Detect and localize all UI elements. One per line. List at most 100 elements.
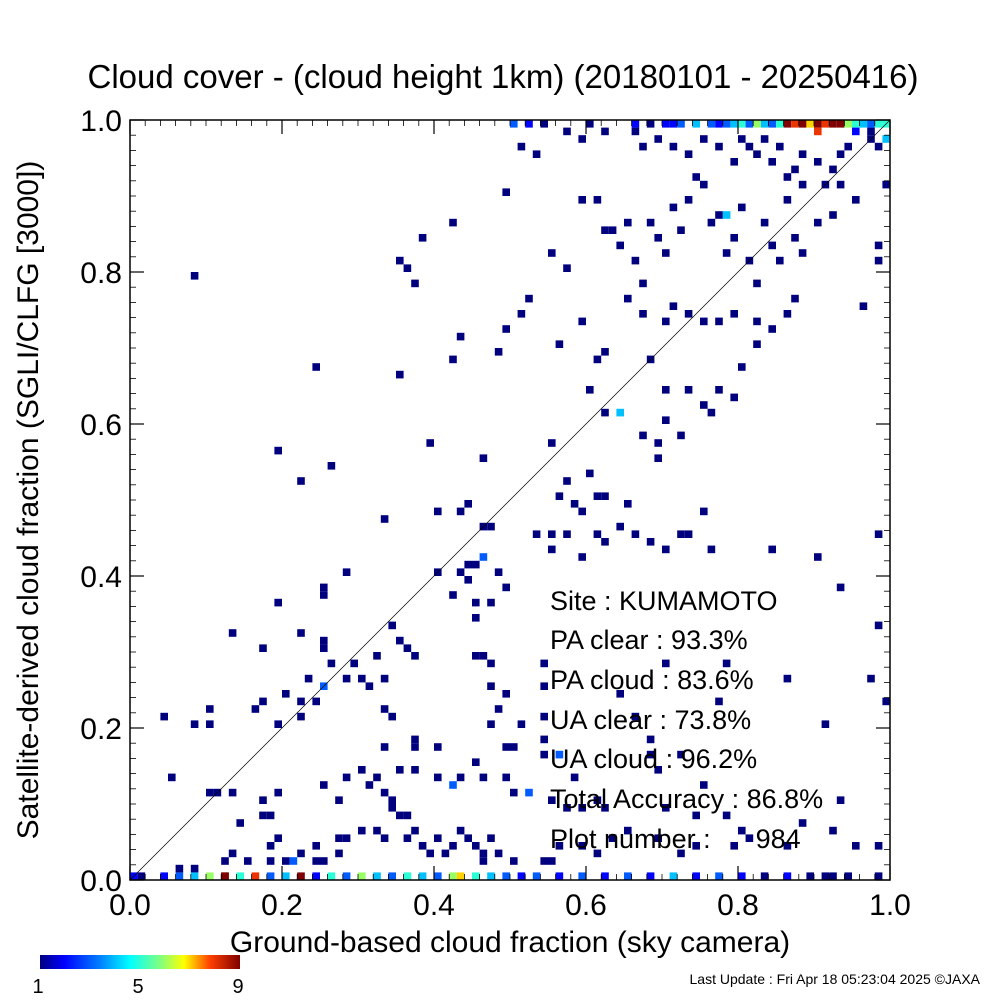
data-cell xyxy=(464,500,472,508)
data-cell xyxy=(327,659,336,668)
data-cell xyxy=(874,842,883,850)
data-cell xyxy=(487,522,495,531)
data-cell xyxy=(312,363,320,371)
data-cell xyxy=(449,872,457,880)
stats-box: Site : KUMAMOTO PA clear : 93.3% PA clou… xyxy=(550,586,823,854)
data-cell xyxy=(517,142,526,151)
data-cell xyxy=(464,576,472,584)
data-cell xyxy=(335,834,343,842)
data-cell xyxy=(586,386,594,394)
data-cell xyxy=(365,781,374,789)
data-cell xyxy=(297,849,305,858)
x-tick-label: 0.0 xyxy=(109,889,151,922)
data-cell xyxy=(578,507,586,516)
data-cell xyxy=(517,872,526,880)
data-cell xyxy=(555,750,564,759)
data-cell xyxy=(753,340,761,348)
data-cell xyxy=(426,439,434,447)
data-cell xyxy=(502,325,510,333)
data-cell xyxy=(798,120,807,128)
data-cell xyxy=(259,796,267,804)
data-cell xyxy=(403,811,412,820)
colorbar-max-label: 9 xyxy=(232,976,243,998)
data-cell xyxy=(206,872,214,880)
data-cell xyxy=(715,317,723,326)
stat-plot-number: Plot number : 984 xyxy=(550,824,801,854)
data-cell xyxy=(411,279,419,288)
data-cell xyxy=(753,120,761,128)
chart-title: Cloud cover - (cloud height 1km) (201801… xyxy=(88,58,919,95)
data-cell xyxy=(844,120,852,128)
data-cell xyxy=(342,568,351,576)
data-cell xyxy=(449,355,457,364)
data-cell xyxy=(798,180,807,189)
data-cell xyxy=(251,872,260,880)
data-cell xyxy=(380,515,389,523)
data-cell xyxy=(730,310,738,318)
data-cell xyxy=(646,538,655,546)
data-cell xyxy=(791,234,799,242)
data-cell xyxy=(829,826,837,835)
data-cell xyxy=(646,872,655,880)
data-cell xyxy=(722,211,731,219)
data-cell xyxy=(867,127,875,136)
data-cell xyxy=(297,697,305,706)
data-cell xyxy=(266,811,275,820)
data-cell xyxy=(494,568,503,576)
data-cell xyxy=(244,857,252,865)
data-cell xyxy=(738,363,746,371)
colorbar-min-label: 1 xyxy=(32,976,43,998)
data-cell xyxy=(472,842,480,850)
data-cell xyxy=(228,629,237,637)
data-cell xyxy=(206,788,214,797)
data-cell xyxy=(449,842,457,850)
data-cell xyxy=(266,842,275,850)
data-cell xyxy=(510,743,518,751)
colorbar-mid-label: 5 xyxy=(132,976,143,998)
data-cell xyxy=(662,317,670,326)
data-cell xyxy=(616,408,624,417)
data-cell xyxy=(760,872,769,880)
x-tick-label: 0.8 xyxy=(717,889,759,922)
data-cell xyxy=(677,849,685,858)
data-cell xyxy=(236,819,244,827)
data-cell xyxy=(662,659,670,668)
data-cell xyxy=(730,234,738,242)
data-cell xyxy=(836,180,845,189)
data-cell xyxy=(715,142,723,151)
data-cell xyxy=(312,842,320,850)
data-cell xyxy=(791,165,799,174)
data-cell xyxy=(692,811,700,820)
data-cell xyxy=(274,446,282,455)
data-cell xyxy=(342,834,351,842)
data-cell xyxy=(821,120,830,128)
data-cell xyxy=(852,842,860,850)
data-cell xyxy=(798,249,807,257)
data-cell xyxy=(312,697,320,706)
data-cell xyxy=(320,636,328,645)
data-cell xyxy=(502,872,510,880)
y-tick-label: 0.6 xyxy=(80,409,122,442)
data-cell xyxy=(669,120,678,128)
data-cell xyxy=(190,720,199,728)
data-cell xyxy=(487,598,495,607)
data-cell xyxy=(745,142,754,151)
data-cell xyxy=(677,530,685,538)
data-cell xyxy=(753,317,761,326)
data-cell xyxy=(327,462,336,470)
data-cell xyxy=(335,796,343,804)
data-cell xyxy=(274,720,282,728)
data-cell xyxy=(449,591,457,599)
data-cell xyxy=(791,120,799,128)
data-cell xyxy=(312,872,320,880)
data-cell xyxy=(745,120,754,128)
data-cell xyxy=(722,811,731,820)
stat-ua-cloud: UA cloud : 96.2% xyxy=(550,744,757,774)
data-cell xyxy=(616,690,624,698)
data-cell xyxy=(487,872,495,880)
data-cell xyxy=(297,872,305,880)
data-cell xyxy=(236,872,244,880)
data-cell xyxy=(282,857,290,865)
data-cell xyxy=(175,864,184,873)
data-cell xyxy=(380,705,389,713)
